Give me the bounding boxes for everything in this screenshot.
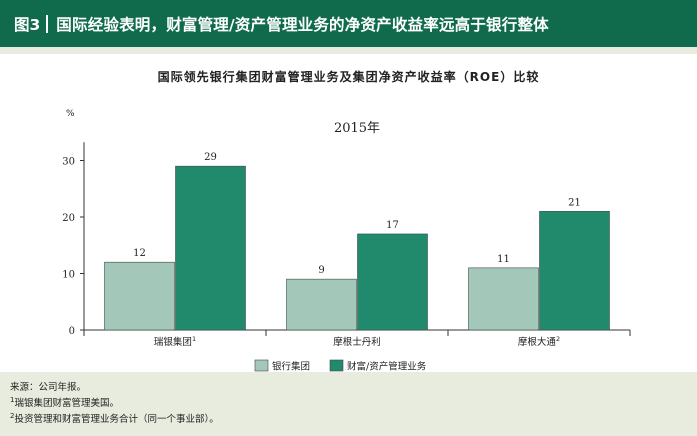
footnote-2-mark: 2 xyxy=(10,412,15,421)
data-label: 12 xyxy=(133,248,146,259)
x-tick-label: 摩根士丹利 xyxy=(333,336,381,348)
footnote-1-text: 瑞银集团财富管理美国。 xyxy=(14,398,119,410)
footnote-1: 1瑞银集团财富管理美国。 xyxy=(10,394,219,410)
x-tick-label: 摩根大通2 xyxy=(518,335,560,348)
y-tick-label: 0 xyxy=(69,326,75,337)
chart-subtitle: 2015年 xyxy=(334,121,380,136)
y-tick-label: 10 xyxy=(62,270,75,281)
data-label: 21 xyxy=(568,197,581,208)
y-axis-unit: % xyxy=(66,109,75,119)
footnotes: 来源：公司年报。 1瑞银集团财富管理美国。 2投资管理和财富管理业务合计（同一个… xyxy=(10,381,219,426)
bar xyxy=(175,165,246,331)
source-note: 来源：公司年报。 xyxy=(10,382,87,393)
x-tick-label: 瑞银集团1 xyxy=(154,335,196,348)
bar xyxy=(104,261,175,331)
data-label: 11 xyxy=(497,254,510,265)
data-label: 29 xyxy=(204,152,217,163)
y-tick-label: 30 xyxy=(62,157,75,168)
footnote-2-text: 投资管理和财富管理业务合计（同一个事业部）。 xyxy=(14,414,219,426)
header-divider xyxy=(46,14,49,33)
bar xyxy=(539,211,610,331)
x-tick-label-sup: 1 xyxy=(192,335,196,343)
legend-label: 财富/资产管理业务 xyxy=(347,361,427,373)
bar xyxy=(468,267,539,331)
chart-title: 国际领先银行集团财富管理业务及集团净资产收益率（ROE）比较 xyxy=(157,70,540,84)
figure-header: 图3 国际经验表明，财富管理/资产管理业务的净资产收益率远高于银行整体 xyxy=(0,0,697,47)
x-tick-label-sup: 2 xyxy=(556,335,560,343)
legend-label: 银行集团 xyxy=(272,361,310,373)
legend-swatch xyxy=(254,359,269,372)
data-label: 9 xyxy=(318,265,324,276)
footnote-2: 2投资管理和财富管理业务合计（同一个事业部）。 xyxy=(10,410,219,426)
y-tick-label: 20 xyxy=(62,213,75,224)
legend-swatch xyxy=(329,359,344,372)
figure-number: 图3 xyxy=(14,15,41,34)
bar xyxy=(286,278,357,331)
data-label: 17 xyxy=(386,220,399,231)
bar xyxy=(357,233,428,331)
figure-title: 国际经验表明，财富管理/资产管理业务的净资产收益率远高于银行整体 xyxy=(56,15,549,34)
footnote-1-mark: 1 xyxy=(10,396,15,404)
